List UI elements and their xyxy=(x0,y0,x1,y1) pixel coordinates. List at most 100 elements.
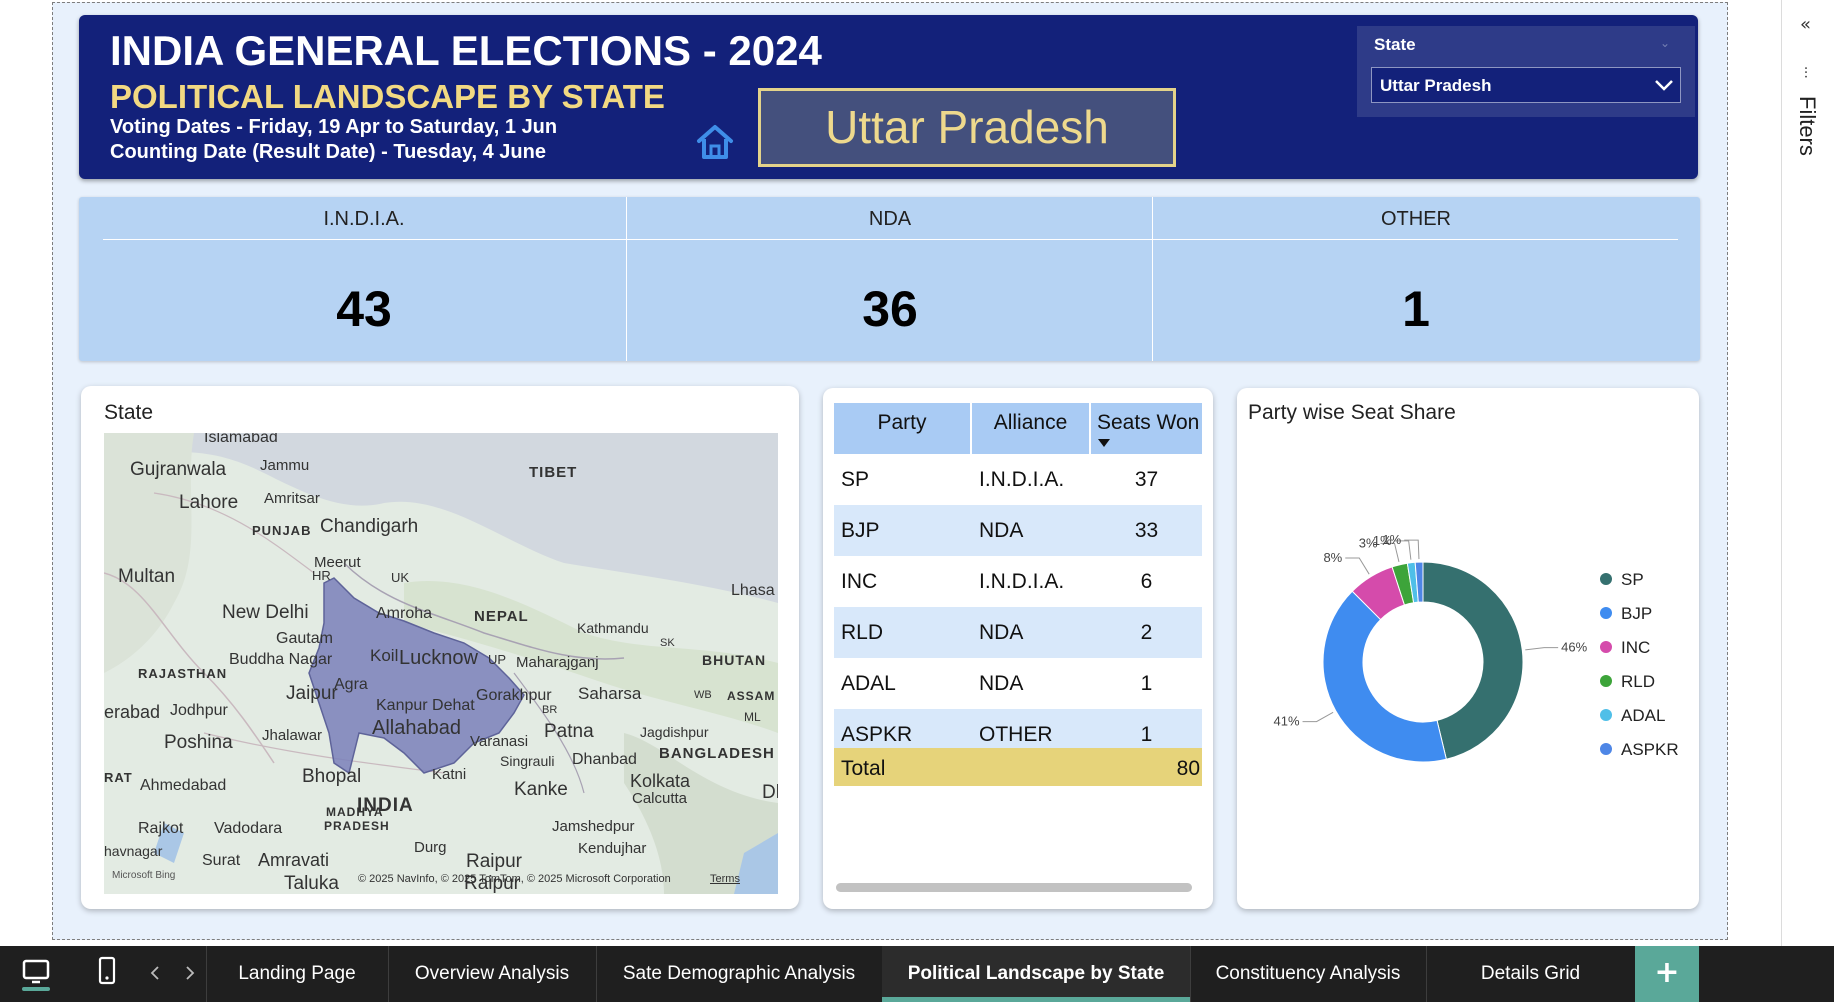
slicer-label: State xyxy=(1374,35,1416,54)
legend-item[interactable]: SP xyxy=(1621,570,1644,589)
legend-marker xyxy=(1600,709,1612,721)
collapse-filters-icon[interactable]: « xyxy=(1800,14,1812,35)
legend-item[interactable]: BJP xyxy=(1621,604,1652,623)
legend-item[interactable]: RLD xyxy=(1621,672,1655,691)
table-horizontal-scrollbar[interactable] xyxy=(836,883,1192,892)
table-cell-seats: 37 xyxy=(1134,468,1159,491)
map-label: Koil xyxy=(370,646,399,665)
data-label: 1% xyxy=(1382,532,1401,547)
map-label: Lucknow xyxy=(399,647,478,669)
tab-separator xyxy=(206,946,207,1002)
map-label: Lhasa xyxy=(731,582,775,599)
map-label: Islamabad xyxy=(204,433,278,446)
map-label: Jammu xyxy=(260,457,310,474)
legend-item[interactable]: ADAL xyxy=(1621,706,1665,725)
table-total-value: 80 xyxy=(1176,757,1200,780)
map-label: Durg xyxy=(414,839,447,856)
tab-scroll-left-icon[interactable] xyxy=(149,966,161,980)
filters-pane-border xyxy=(1781,0,1782,946)
map-label: Dha xyxy=(762,782,778,803)
map-label: Amroha xyxy=(376,605,433,622)
map-visual[interactable]: Islamabad Gujranwala Jammu Lahore Amritsar TI… xyxy=(104,433,778,894)
chevron-down-icon[interactable] xyxy=(1654,78,1674,92)
table-header-party[interactable]: Party xyxy=(877,411,927,434)
kpi-separator xyxy=(626,197,627,361)
table-row[interactable] xyxy=(834,607,1202,658)
tab-sate-demographic-analysis[interactable]: Sate Demographic Analysis xyxy=(622,963,856,984)
chart-title: Party wise Seat Share xyxy=(1248,401,1456,424)
active-tab-indicator xyxy=(882,997,1190,1002)
mobile-view-icon[interactable] xyxy=(98,956,116,986)
filters-pane-label[interactable]: Filters xyxy=(1795,96,1820,156)
tab-political-landscape-by-state[interactable]: Political Landscape by State xyxy=(882,946,1190,1002)
map-label: Agra xyxy=(334,676,368,693)
table-cell-alliance: NDA xyxy=(979,621,1024,644)
table-cell-alliance: OTHER xyxy=(979,723,1053,746)
add-page-button[interactable] xyxy=(1635,946,1699,1002)
legend-marker xyxy=(1600,641,1612,653)
filter-icon: ⫶ xyxy=(1804,64,1808,82)
legend-marker xyxy=(1600,743,1612,755)
kpi-value-other: 1 xyxy=(1402,281,1430,337)
tab-details-grid[interactable]: Details Grid xyxy=(1480,963,1581,984)
table-row[interactable] xyxy=(834,658,1202,709)
tab-overview-analysis[interactable]: Overview Analysis xyxy=(414,963,570,984)
table-cell-party: ADAL xyxy=(841,672,896,695)
legend-item[interactable]: ASPKR xyxy=(1621,740,1679,759)
table-cell-alliance: NDA xyxy=(979,672,1024,695)
donut-slice-bjp[interactable] xyxy=(1322,590,1447,763)
table-cell-seats: 6 xyxy=(1140,570,1153,593)
table-cell-party: RLD xyxy=(841,621,884,644)
table-row[interactable] xyxy=(834,556,1202,607)
home-icon[interactable] xyxy=(695,121,735,161)
desktop-view-icon[interactable] xyxy=(20,957,52,991)
map-label: Gautam xyxy=(276,630,333,647)
map-label: RAJASTHAN xyxy=(138,666,228,681)
table-header-seats[interactable]: Seats Won xyxy=(1097,411,1200,434)
legend-item[interactable]: INC xyxy=(1621,638,1650,657)
tab-landing-page[interactable]: Landing Page xyxy=(238,963,356,984)
table-cell-seats: 33 xyxy=(1134,519,1159,542)
data-label-leader xyxy=(1302,711,1334,723)
map-label: Buddha Nagar xyxy=(229,651,333,668)
table-cell-seats: 1 xyxy=(1140,723,1153,746)
donut-slice-aspkr[interactable] xyxy=(1414,561,1424,603)
page-title: INDIA GENERAL ELECTIONS - 2024 xyxy=(110,27,822,74)
map-label: Gorakhpur xyxy=(476,687,552,704)
map-label: Chandigarh xyxy=(320,516,419,537)
tab-separator xyxy=(1190,946,1191,1002)
table-header-alliance[interactable]: Alliance xyxy=(993,411,1068,434)
map-label: Katni xyxy=(432,766,467,783)
kpi-value-india: 43 xyxy=(336,281,392,337)
donut-slice-sp[interactable] xyxy=(1422,561,1524,760)
map-label: Calcutta xyxy=(632,790,688,807)
map-label: Bhopal xyxy=(302,766,362,787)
map-label: Multan xyxy=(118,566,176,587)
map-label: Ahmedabad xyxy=(140,777,227,794)
map-label: Kolkata xyxy=(630,771,691,791)
map-label: Rajkot xyxy=(138,820,184,837)
map-label: BR xyxy=(542,704,558,716)
tab-constituency-analysis[interactable]: Constituency Analysis xyxy=(1215,963,1401,984)
map-label: Jodhpur xyxy=(170,702,228,719)
map-label: Dhanbad xyxy=(572,751,637,768)
table-row[interactable] xyxy=(834,505,1202,556)
map-terms-link[interactable]: Terms xyxy=(710,873,740,885)
legend-marker xyxy=(1600,607,1612,619)
kpi-label-nda: NDA xyxy=(868,208,912,230)
counting-date: Counting Date (Result Date) - Tuesday, 4… xyxy=(110,141,546,163)
table-row[interactable] xyxy=(834,454,1202,505)
selected-state-display: Uttar Pradesh xyxy=(758,88,1176,167)
tab-scroll-right-icon[interactable] xyxy=(184,966,196,980)
slicer-collapse-icon[interactable]: ⌄ xyxy=(1660,36,1671,50)
page-subtitle: POLITICAL LANDSCAPE BY STATE xyxy=(110,78,665,115)
sort-desc-icon[interactable] xyxy=(1097,438,1111,448)
table-total-row xyxy=(834,748,1202,786)
state-dropdown[interactable] xyxy=(1371,67,1681,103)
data-label-leader xyxy=(1525,647,1559,651)
map-title: State xyxy=(104,401,154,424)
table-cell-party: SP xyxy=(841,468,870,491)
tab-separator xyxy=(596,946,597,1002)
kpi-card xyxy=(79,197,1700,361)
